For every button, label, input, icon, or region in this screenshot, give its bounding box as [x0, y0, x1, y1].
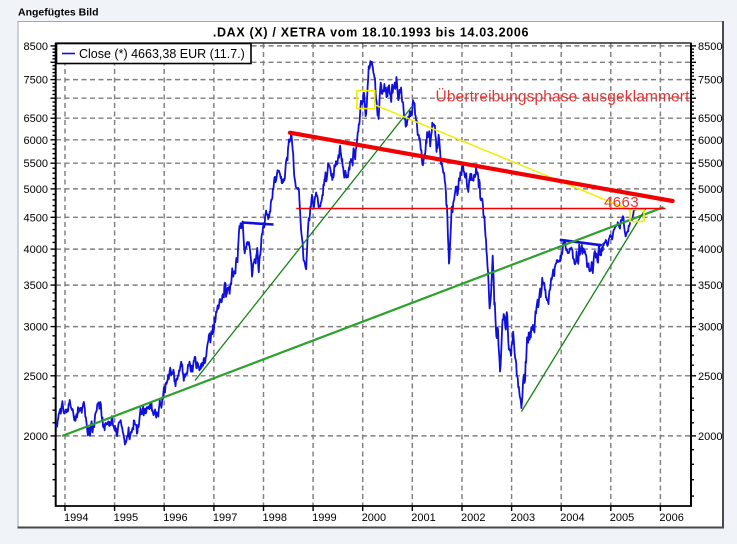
svg-text:1998: 1998 — [263, 512, 287, 524]
svg-text:1997: 1997 — [213, 512, 237, 524]
svg-text:1994: 1994 — [64, 512, 88, 524]
svg-text:1995: 1995 — [114, 512, 138, 524]
svg-text:2004: 2004 — [560, 512, 584, 524]
svg-text:6500: 6500 — [24, 113, 48, 125]
svg-text:8500: 8500 — [698, 41, 722, 53]
svg-text:1999: 1999 — [312, 512, 336, 524]
svg-text:2000: 2000 — [698, 431, 722, 443]
svg-text:2000: 2000 — [24, 431, 48, 443]
svg-text:Angefügtes Bild: Angefügtes Bild — [18, 7, 99, 19]
svg-text:6000: 6000 — [698, 135, 722, 147]
svg-text:7500: 7500 — [698, 75, 722, 87]
svg-text:5500: 5500 — [698, 158, 722, 170]
svg-text:6000: 6000 — [24, 135, 48, 147]
svg-text:2003: 2003 — [511, 512, 535, 524]
svg-text:3000: 3000 — [24, 322, 48, 334]
svg-text:8500: 8500 — [24, 41, 48, 53]
svg-text:7500: 7500 — [24, 75, 48, 87]
svg-text:5000: 5000 — [698, 184, 722, 196]
svg-text:4000: 4000 — [698, 244, 722, 256]
svg-text:5500: 5500 — [24, 158, 48, 170]
svg-text:6500: 6500 — [698, 113, 722, 125]
svg-text:2002: 2002 — [461, 512, 485, 524]
svg-text:Close (*) 4663,38 EUR (11.7.): Close (*) 4663,38 EUR (11.7.) — [79, 47, 245, 61]
svg-text:2005: 2005 — [610, 512, 634, 524]
svg-text:2500: 2500 — [698, 371, 722, 383]
svg-text:3000: 3000 — [698, 322, 722, 334]
svg-text:4663: 4663 — [604, 194, 639, 211]
svg-text:3500: 3500 — [24, 280, 48, 292]
svg-text:2500: 2500 — [24, 371, 48, 383]
svg-text:5000: 5000 — [24, 184, 48, 196]
svg-text:2000: 2000 — [362, 512, 386, 524]
svg-text:Übertreibungsphase ausgeklamme: Übertreibungsphase ausgeklammert — [436, 88, 691, 106]
svg-text:4000: 4000 — [24, 244, 48, 256]
svg-text:.DAX (X) / XETRA vom 18.10.199: .DAX (X) / XETRA vom 18.10.1993 bis 14.0… — [213, 26, 529, 40]
svg-text:1996: 1996 — [163, 512, 187, 524]
svg-text:2001: 2001 — [411, 512, 435, 524]
svg-text:4500: 4500 — [24, 212, 48, 224]
svg-text:3500: 3500 — [698, 280, 722, 292]
svg-text:4500: 4500 — [698, 212, 722, 224]
svg-text:2006: 2006 — [659, 512, 683, 524]
